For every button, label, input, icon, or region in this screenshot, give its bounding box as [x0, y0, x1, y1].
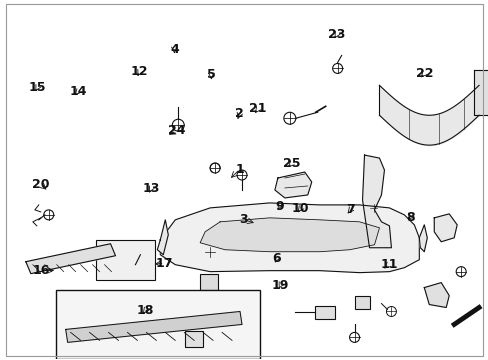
Text: 23: 23	[328, 28, 345, 41]
Text: 14: 14	[69, 85, 86, 98]
Text: 5: 5	[206, 68, 215, 81]
Text: 10: 10	[291, 202, 308, 215]
Polygon shape	[160, 203, 419, 273]
Polygon shape	[274, 172, 311, 198]
Bar	[95, 240, 155, 280]
Polygon shape	[157, 220, 168, 255]
Polygon shape	[362, 155, 390, 248]
Text: 7: 7	[346, 203, 354, 216]
Text: 8: 8	[405, 211, 414, 224]
Polygon shape	[419, 225, 427, 252]
Text: 3: 3	[239, 213, 247, 226]
Text: 17: 17	[156, 257, 173, 270]
Text: 11: 11	[380, 258, 397, 271]
Bar	[56, 289, 260, 359]
Text: 15: 15	[29, 81, 46, 94]
Bar	[354, 296, 369, 310]
Polygon shape	[26, 244, 115, 274]
Polygon shape	[473, 71, 488, 115]
Text: 6: 6	[272, 252, 281, 265]
Polygon shape	[200, 218, 379, 252]
Text: 21: 21	[249, 103, 266, 116]
Text: 4: 4	[170, 42, 179, 55]
Text: 13: 13	[142, 183, 160, 195]
Bar	[185, 332, 203, 347]
Text: 20: 20	[32, 178, 50, 191]
Text: 16: 16	[33, 264, 50, 277]
Bar	[200, 274, 218, 289]
Text: 2: 2	[235, 107, 244, 120]
Text: 18: 18	[137, 304, 154, 317]
Text: 25: 25	[283, 157, 301, 170]
Text: 19: 19	[271, 279, 288, 292]
Text: 22: 22	[415, 67, 432, 80]
Text: 1: 1	[235, 163, 244, 176]
Text: 9: 9	[275, 200, 284, 213]
Text: 12: 12	[131, 65, 148, 78]
Text: 24: 24	[167, 124, 184, 137]
Polygon shape	[65, 311, 242, 342]
Bar	[314, 306, 334, 319]
Polygon shape	[424, 283, 448, 307]
Polygon shape	[433, 214, 456, 242]
